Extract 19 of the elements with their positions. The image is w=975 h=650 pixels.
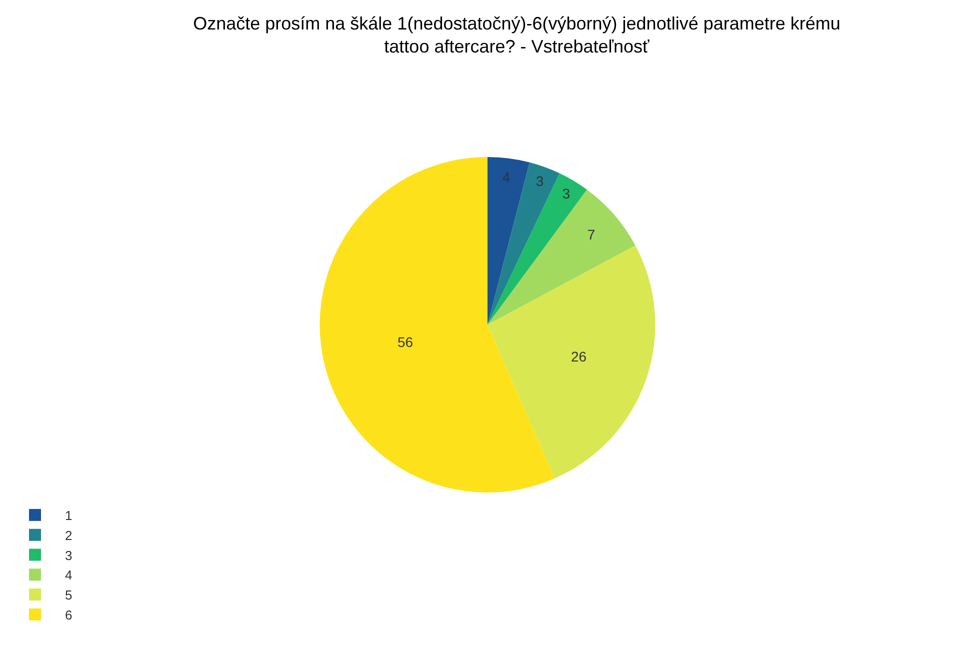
pie-slice bbox=[488, 157, 530, 325]
legend-label: 3 bbox=[65, 548, 72, 563]
chart-title: Označte prosím na škále 1(nedostatočný)-6(výborný) jednotlivé parametre krému tattoo aftercare? - Vstrebateľnosť bbox=[193, 13, 840, 57]
legend-label: 1 bbox=[65, 508, 72, 524]
legend-label: 4 bbox=[65, 568, 72, 583]
data-label: 26 bbox=[570, 348, 587, 364]
pie-slice bbox=[488, 173, 587, 325]
legend-label: 2 bbox=[65, 528, 72, 543]
data-label: 56 bbox=[398, 334, 414, 350]
pie-slice bbox=[320, 157, 555, 492]
legend-label: 6 bbox=[65, 608, 72, 623]
pie-slice bbox=[488, 190, 636, 325]
data-label: 3 bbox=[562, 185, 570, 202]
data-label: 7 bbox=[587, 226, 596, 243]
data-label: 4 bbox=[502, 169, 510, 186]
pie-slice bbox=[488, 246, 656, 478]
legend-label: 5 bbox=[65, 588, 72, 603]
data-label: 3 bbox=[536, 172, 544, 189]
pie-slice bbox=[488, 162, 560, 325]
